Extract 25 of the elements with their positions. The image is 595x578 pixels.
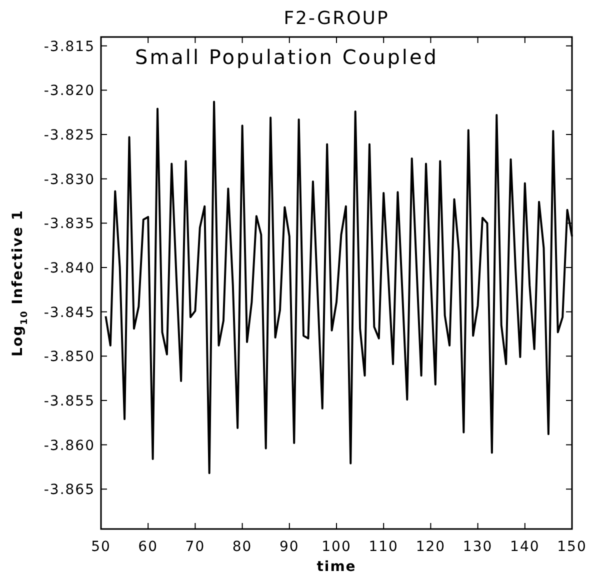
x-tick-label: 80 (232, 539, 252, 555)
y-tick-label: -3.815 (44, 38, 95, 55)
x-tick-label: 140 (510, 539, 540, 555)
x-tick-label: 130 (462, 539, 493, 555)
x-axis-title: time (316, 559, 356, 575)
y-tick-label: -3.835 (44, 216, 95, 232)
x-tick-label: 150 (557, 539, 587, 555)
x-tick-label: 100 (322, 539, 352, 555)
x-tick-label: 60 (138, 539, 158, 555)
annotation: Small Population Coupled (135, 45, 438, 69)
x-tick-label: 90 (279, 539, 300, 555)
y-tick-label: -3.825 (44, 128, 95, 144)
y-tick-label: -3.865 (44, 482, 95, 498)
y-tick-label: -3.830 (44, 172, 95, 188)
y-tick-label: -3.840 (44, 260, 95, 276)
y-tick-label: -3.820 (44, 83, 95, 100)
y-tick-label: -3.845 (44, 304, 95, 321)
chart-title: F2-GROUP (284, 8, 390, 29)
x-tick-label: 50 (91, 539, 111, 555)
x-tick-label: 70 (185, 539, 206, 555)
x-tick-label: 110 (368, 539, 398, 555)
y-tick-label: -3.855 (44, 393, 95, 410)
x-tick-label: 120 (416, 539, 446, 555)
y-tick-label: -3.850 (44, 349, 95, 366)
y-tick-label: -3.860 (44, 438, 95, 454)
